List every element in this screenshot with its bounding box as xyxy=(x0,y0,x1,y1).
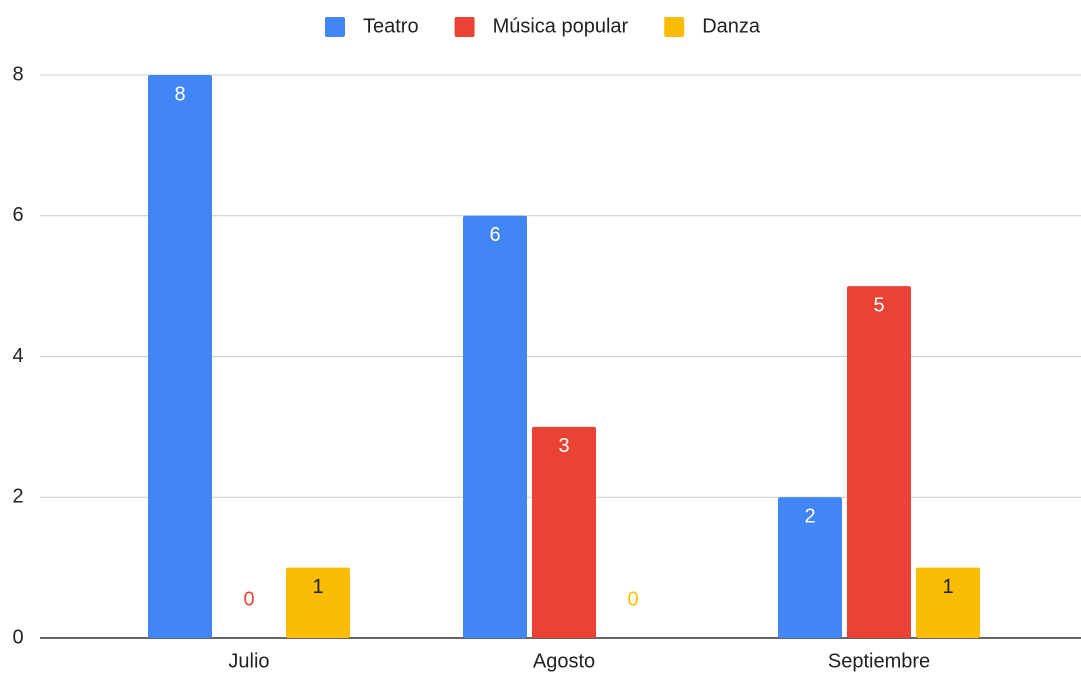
value-label: 1 xyxy=(942,576,953,598)
legend-label: Danza xyxy=(702,15,761,37)
value-label: 6 xyxy=(489,224,500,246)
x-tick-label: Agosto xyxy=(533,650,595,672)
value-label: 0 xyxy=(627,588,638,610)
y-tick-label: 6 xyxy=(12,204,23,226)
value-label: 2 xyxy=(804,506,815,528)
bar xyxy=(778,497,842,638)
legend-label: Música popular xyxy=(493,15,629,37)
legend-label: Teatro xyxy=(363,15,419,37)
value-label: 3 xyxy=(558,435,569,457)
legend-swatch xyxy=(664,17,685,37)
y-tick-label: 2 xyxy=(12,486,23,508)
y-tick-label: 8 xyxy=(12,63,23,85)
bar xyxy=(532,426,596,638)
x-tick-label: Septiembre xyxy=(828,650,930,672)
y-tick-label: 4 xyxy=(12,345,23,367)
legend-swatch xyxy=(454,17,475,37)
legend-swatch xyxy=(324,17,345,37)
bar xyxy=(847,286,911,638)
y-tick-label: 0 xyxy=(12,626,23,648)
bar xyxy=(916,567,980,638)
bar xyxy=(148,75,212,638)
value-label: 8 xyxy=(174,83,185,105)
value-label: 5 xyxy=(873,294,884,316)
value-label: 1 xyxy=(312,576,323,598)
bar xyxy=(286,567,350,638)
value-label: 0 xyxy=(243,588,254,610)
bar xyxy=(463,215,527,638)
x-tick-label: Julio xyxy=(228,650,269,672)
